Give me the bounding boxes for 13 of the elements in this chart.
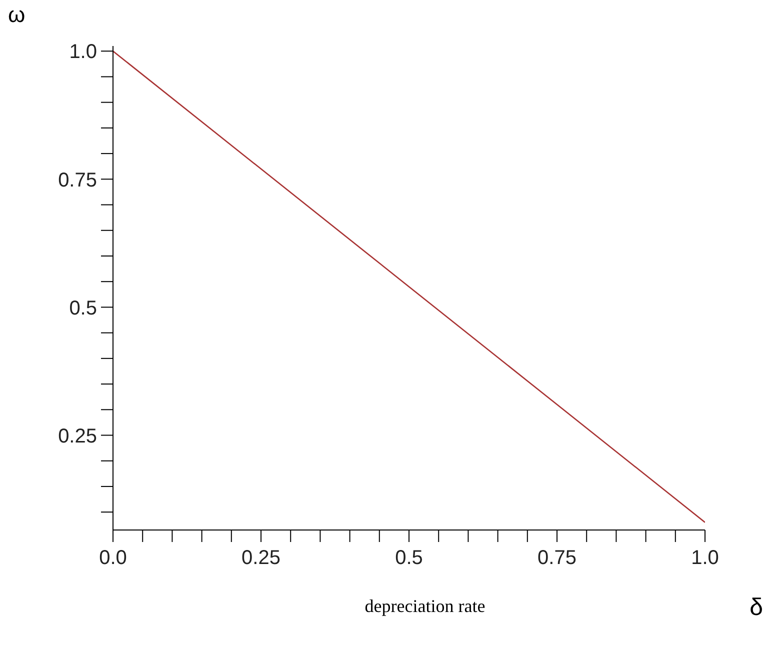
x-tick-label: 0.5 [395,547,423,570]
x-tick-label: 0.75 [538,547,576,570]
line-series [113,50,705,523]
y-tick-label: 0.75 [58,169,97,192]
x-tick-label: 1.0 [691,547,719,570]
y-tick-label: 0.5 [69,297,97,320]
y-axis-title: ω [8,2,26,28]
text: δ [750,594,763,622]
x-axis-title: depreciation rate [364,596,486,617]
x-tick-label: 0.0 [99,547,127,570]
y-tick-label: 0.25 [58,425,97,448]
x-tick-label: 0.25 [242,547,280,570]
y-tick-label: 1.0 [69,41,97,64]
